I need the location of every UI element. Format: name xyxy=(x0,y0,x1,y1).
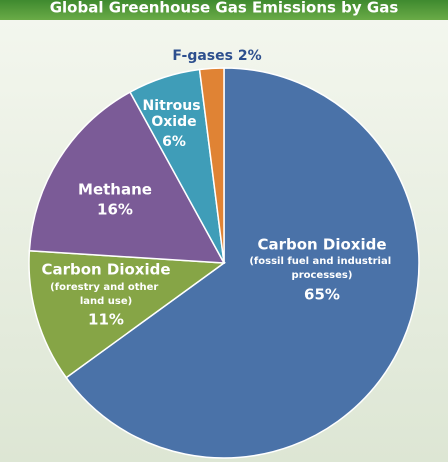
slice-name: Carbon Dioxide xyxy=(257,236,386,254)
slice-label: F-gases 2% xyxy=(172,48,261,64)
slice-value: 65% xyxy=(304,286,340,304)
slice-value: 2% xyxy=(238,48,262,64)
slice-value: 11% xyxy=(88,311,124,329)
pie-slice xyxy=(65,67,420,459)
slice-value: 16% xyxy=(97,201,133,219)
slice-name: Nitrous Oxide xyxy=(143,98,206,130)
pie-slice xyxy=(198,67,225,264)
slice-name: F-gases xyxy=(172,48,233,64)
slice-description: (fossil fuel and industrial processes) xyxy=(249,256,394,281)
slice-name: Methane xyxy=(78,181,152,199)
chart-title: Global Greenhouse Gas Emissions by Gas xyxy=(50,0,399,17)
slice-name: Carbon Dioxide xyxy=(41,261,170,279)
slice-value: 6% xyxy=(162,134,186,150)
slice-description: (forestry and other land use) xyxy=(50,282,162,307)
title-bar xyxy=(0,0,448,20)
pie-slice xyxy=(28,249,227,379)
pie-slice xyxy=(28,91,226,264)
